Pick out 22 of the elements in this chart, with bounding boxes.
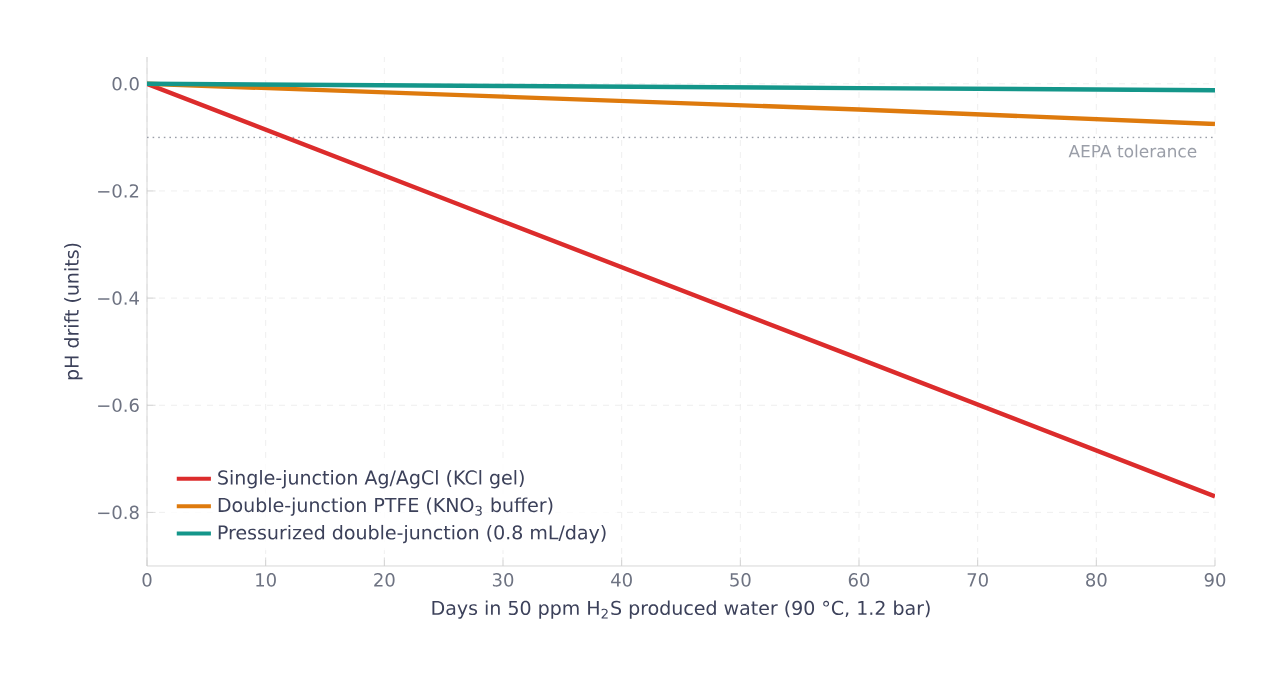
y-tick-label: −0.2 xyxy=(98,184,139,198)
y-tick-label: −0.6 xyxy=(98,398,139,413)
x-tick-label: 50 xyxy=(730,573,751,587)
line-series xyxy=(147,81,1215,93)
x-tick-label: 70 xyxy=(967,573,988,587)
y-axis-title: pH drift (units) xyxy=(64,243,83,380)
ref-line-label: AEPA tolerance xyxy=(1068,144,1197,158)
x-tick-label: 60 xyxy=(848,573,870,587)
x-tick-label: 90 xyxy=(1204,573,1226,587)
legend-label: Single-junction Ag/AgCl (KCl gel) xyxy=(218,470,524,489)
y-tick-label: −0.8 xyxy=(98,505,139,520)
x-tick-label: 30 xyxy=(492,573,514,587)
legend-label: Pressurized double-junction (0.8 mL/day) xyxy=(218,524,606,544)
x-tick-label: 0 xyxy=(142,573,152,587)
x-tick-label: 80 xyxy=(1086,573,1107,587)
x-tick-label: 20 xyxy=(374,573,395,587)
y-tick-label: −0.4 xyxy=(98,291,139,305)
x-axis-title: Days in 50 ppm H$_{2}$S produced water (90 °C, 1.2 bar) xyxy=(432,600,930,619)
legend-label: Double-junction PTFE (KNO$_{3}$ buffer) xyxy=(218,497,553,516)
x-tick-label: 10 xyxy=(256,573,276,587)
y-tick-label: 0.0 xyxy=(112,76,139,91)
x-tick-label: 40 xyxy=(611,573,632,587)
